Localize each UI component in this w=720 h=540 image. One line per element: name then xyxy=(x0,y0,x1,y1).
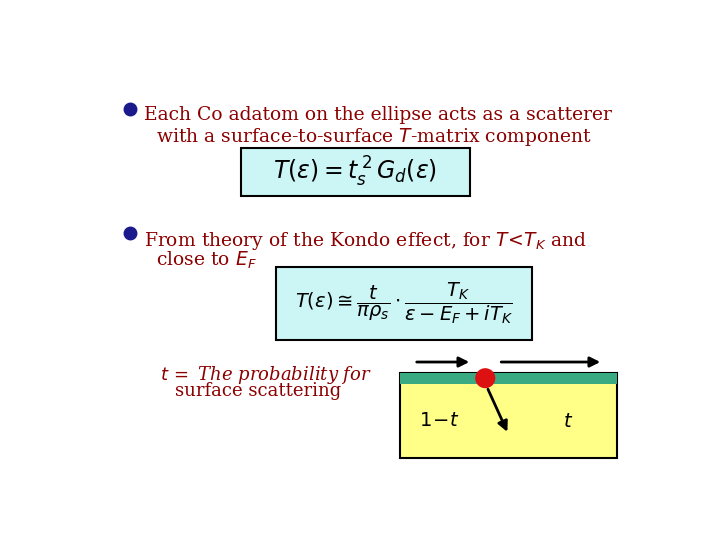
Bar xyxy=(400,373,617,383)
Text: with a surface-to-surface $T$-matrix component: with a surface-to-surface $T$-matrix com… xyxy=(156,126,592,149)
Bar xyxy=(400,373,617,457)
Text: close to $E_F$: close to $E_F$ xyxy=(156,249,256,271)
Circle shape xyxy=(475,368,495,388)
Text: surface scattering: surface scattering xyxy=(175,382,341,400)
Bar xyxy=(241,148,469,195)
Text: From theory of the Kondo effect, for $T\!<\!T_K$ and: From theory of the Kondo effect, for $T\… xyxy=(144,230,587,252)
Text: $T(\varepsilon) \cong \dfrac{t}{\pi\rho_s}\cdot\dfrac{T_K}{\varepsilon - E_F + i: $T(\varepsilon) \cong \dfrac{t}{\pi\rho_… xyxy=(295,280,513,326)
Text: $t$: $t$ xyxy=(563,413,573,431)
Text: $1\!-\!t$: $1\!-\!t$ xyxy=(419,411,459,429)
Text: $t\,=$ The probability for: $t\,=$ The probability for xyxy=(160,363,372,386)
Text: Each Co adatom on the ellipse acts as a scatterer: Each Co adatom on the ellipse acts as a … xyxy=(144,106,612,124)
Bar xyxy=(276,267,532,340)
Text: $T(\varepsilon) = t_s^{\,2}\,G_d(\varepsilon)$: $T(\varepsilon) = t_s^{\,2}\,G_d(\vareps… xyxy=(274,155,438,189)
